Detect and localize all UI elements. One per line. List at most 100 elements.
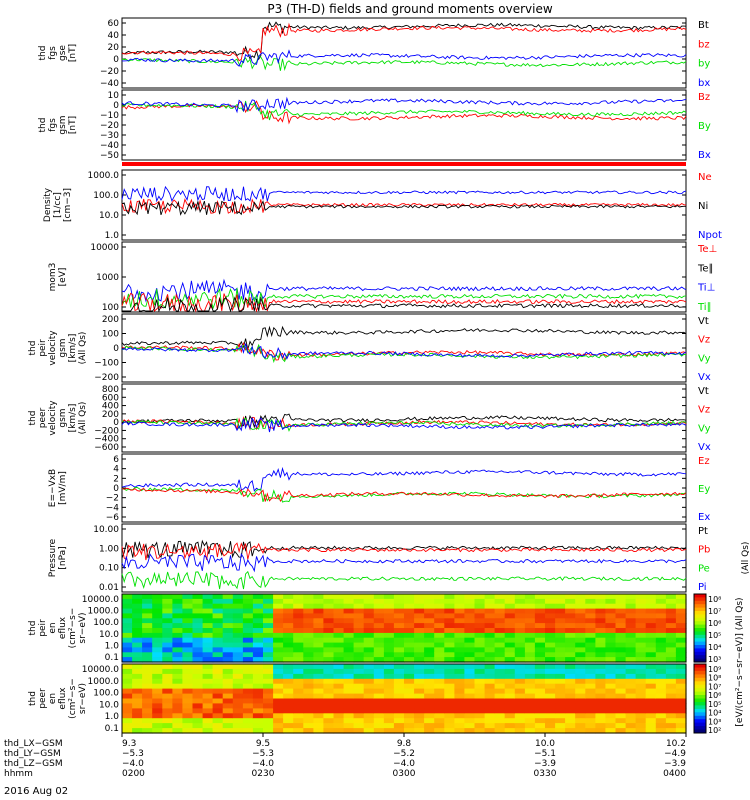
heatmap-cell — [192, 642, 204, 649]
heatmap-cell — [444, 613, 455, 619]
heatmap-cell — [263, 623, 274, 629]
heatmap-cell — [464, 713, 476, 719]
heatmap-cell — [162, 698, 173, 704]
heatmap-cell — [444, 623, 455, 629]
heatmap-cell — [192, 678, 204, 685]
heatmap-cell — [283, 623, 294, 629]
legend-bx: bx — [698, 78, 710, 89]
heatmap-cell — [333, 637, 345, 644]
heatmap-cell — [263, 652, 274, 658]
heatmap-cell — [202, 594, 214, 600]
heatmap-cell — [353, 708, 365, 714]
heatmap-cell — [474, 642, 486, 649]
heatmap-cell — [212, 678, 224, 685]
y-axis-label: thd fgs gsm [nT] — [38, 115, 78, 134]
colorbar-cell — [694, 684, 706, 689]
heatmap-cell — [333, 628, 345, 634]
heatmap-cell — [263, 603, 274, 610]
heatmap-cell — [404, 673, 415, 680]
y-axis-label-line: gse — [58, 45, 68, 61]
heatmap-cell — [484, 688, 496, 695]
heatmap-cell — [222, 647, 234, 653]
heatmap-cell — [252, 657, 264, 663]
heatmap-cell — [122, 728, 133, 734]
heatmap-cell — [162, 713, 173, 719]
heatmap-cell — [655, 713, 667, 719]
heatmap-cell — [595, 594, 607, 600]
heatmap-cell — [454, 713, 466, 719]
heatmap-cell — [534, 708, 546, 714]
heatmap-cell — [655, 703, 667, 709]
heatmap-cell — [514, 728, 526, 734]
heatmap-cell — [343, 693, 355, 700]
heatmap-cell — [132, 688, 143, 695]
heatmap-cell — [595, 708, 607, 714]
heatmap-cell — [192, 698, 204, 704]
heatmap-cell — [645, 664, 657, 670]
heatmap-cell — [273, 637, 284, 644]
heatmap-cell — [514, 664, 526, 670]
heatmap-cell — [293, 652, 304, 658]
heatmap-cell — [202, 657, 214, 663]
heatmap-cell — [635, 693, 647, 700]
heatmap-cell — [454, 613, 466, 619]
heatmap-cell — [414, 603, 425, 610]
heatmap-cell — [333, 618, 345, 624]
heatmap-cell — [635, 642, 647, 649]
heatmap-cell — [524, 642, 536, 649]
heatmap-cell — [122, 698, 133, 704]
panel-peer-eflux: thd peer en eflux (cm²−s− sr−eV)10000.01000.0… — [28, 663, 721, 735]
heatmap-cell — [363, 652, 375, 658]
heatmap-cell — [625, 683, 637, 690]
y-axis-label-line: gsm — [58, 338, 68, 357]
heatmap-cell — [172, 723, 184, 729]
heatmap-cell — [575, 668, 586, 675]
heatmap-cell — [242, 708, 254, 714]
heatmap-cell — [142, 708, 153, 714]
heatmap-cell — [323, 594, 335, 600]
heatmap-cell — [242, 723, 254, 729]
heatmap-cell — [353, 713, 365, 719]
heatmap-cell — [152, 698, 163, 704]
heatmap-cell — [353, 623, 365, 629]
heatmap-cell — [333, 713, 345, 719]
heatmap-cell — [665, 703, 677, 709]
series-ne — [121, 198, 687, 215]
heatmap-cell — [363, 657, 375, 663]
colorbar-cell — [694, 729, 706, 734]
heatmap-cell — [494, 713, 506, 719]
heatmap-cell — [605, 718, 617, 724]
heatmap-cell — [615, 703, 627, 709]
heatmap-cell — [625, 668, 637, 675]
heatmap-cell — [605, 603, 617, 610]
colorbar-cell — [694, 726, 706, 731]
heatmap-cell — [675, 608, 687, 615]
heatmap-cell — [132, 618, 143, 624]
heatmap-cell — [474, 594, 486, 600]
heatmap-cell — [464, 632, 476, 639]
heatmap-cell — [212, 693, 224, 700]
heatmap-cell — [293, 713, 304, 719]
legend-vz: Vz — [698, 405, 710, 416]
heatmap-cell — [665, 642, 677, 649]
y-tick-label: −400 — [94, 435, 119, 445]
heatmap-cell — [424, 642, 435, 649]
x-row-label-thd-lz-gsm: thd_LZ−GSM — [4, 759, 63, 769]
panel-frame — [121, 313, 687, 383]
heatmap-cell — [464, 664, 476, 670]
heatmap-cell — [464, 608, 476, 615]
heatmap-cell — [132, 598, 143, 605]
colorbar-tick-label: 10⁹ — [708, 665, 721, 674]
heatmap-cell — [484, 632, 496, 639]
heatmap-cell — [383, 628, 395, 634]
heatmap-cell — [132, 718, 143, 724]
heatmap-cell — [514, 668, 526, 675]
colorbar-cell — [694, 621, 706, 626]
heatmap-cell — [142, 728, 153, 734]
heatmap-cell — [555, 713, 566, 719]
heatmap-cell — [514, 698, 526, 704]
heatmap-cell — [484, 683, 496, 690]
heatmap-cell — [252, 637, 264, 644]
heatmap-cell — [252, 623, 264, 629]
